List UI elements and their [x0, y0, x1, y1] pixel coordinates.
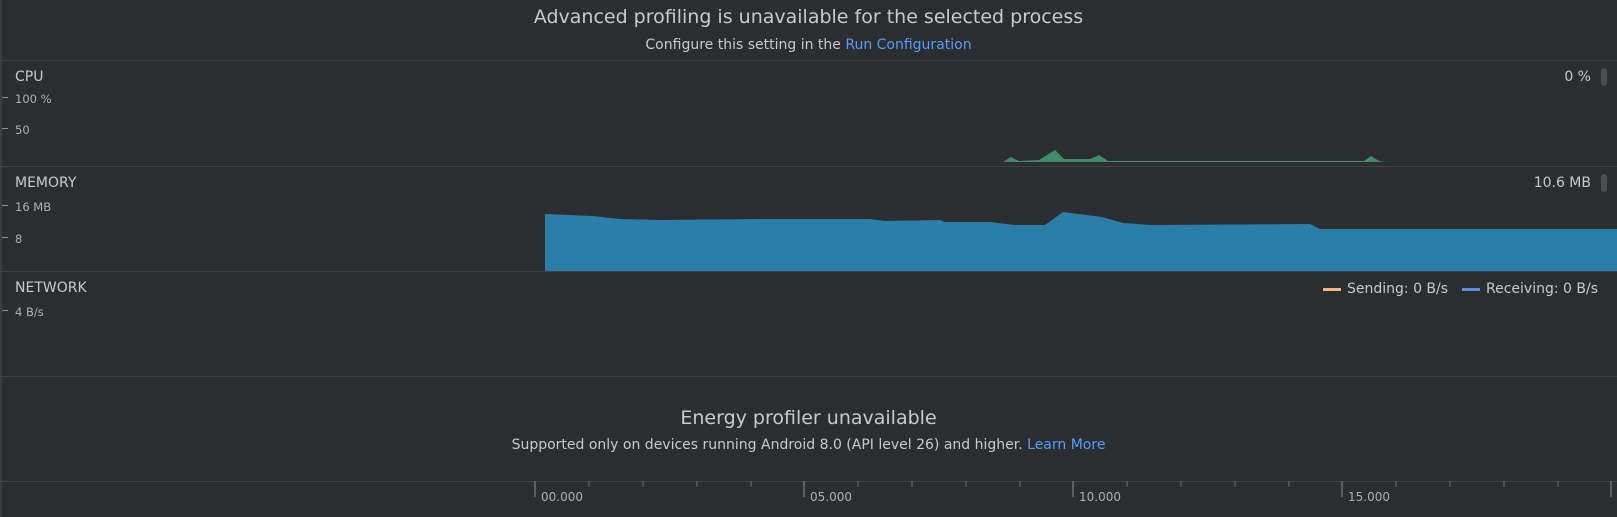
energy-subtitle: Supported only on devices running Androi… — [0, 437, 1617, 453]
receiving-swatch-icon — [1462, 287, 1480, 291]
memory-axis-tick — [2, 237, 8, 238]
cpu-monitor[interactable]: CPU 0 % 100 % 50 — [0, 61, 1617, 165]
memory-usage-area — [545, 212, 1617, 271]
cpu-axis-label-mid: 50 — [15, 123, 30, 137]
memory-axis-label-mid: 8 — [15, 232, 23, 246]
legend-sending: Sending: 0 B/s — [1323, 281, 1448, 297]
legend-receiving-label: Receiving: 0 B/s — [1486, 281, 1598, 297]
memory-axis-tick — [2, 205, 8, 206]
timeline-label: 00.000 — [541, 490, 583, 504]
sending-swatch-icon — [1323, 287, 1341, 291]
energy-unavailable-panel: Energy profiler unavailable Supported on… — [0, 375, 1617, 481]
banner-subtitle-text: Configure this setting in the — [645, 37, 841, 53]
energy-title: Energy profiler unavailable — [680, 407, 937, 429]
network-monitor[interactable]: NETWORK 4 B/s Sending: 0 B/s Receiving: … — [0, 272, 1617, 376]
network-axis-tick — [2, 310, 8, 311]
banner-subtitle: Configure this setting in the Run Config… — [0, 37, 1617, 53]
memory-scrollbar[interactable] — [1601, 174, 1607, 192]
cpu-axis-label-max: 100 % — [15, 92, 52, 106]
memory-usage-graph — [545, 212, 1617, 271]
legend-sending-label: Sending: 0 B/s — [1347, 281, 1449, 297]
memory-title: MEMORY — [15, 175, 77, 191]
divider — [0, 271, 1617, 272]
timeline-label: 10.000 — [1079, 490, 1121, 504]
cpu-title: CPU — [15, 69, 44, 85]
memory-value: 10.6 MB — [1533, 175, 1591, 191]
cpu-axis-tick — [2, 128, 8, 129]
divider — [0, 60, 1617, 61]
timeline-ticks — [534, 481, 1612, 497]
energy-subtitle-text: Supported only on devices running Androi… — [511, 437, 1023, 453]
legend-receiving: Receiving: 0 B/s — [1462, 281, 1598, 297]
network-axis-label-max: 4 B/s — [15, 305, 44, 319]
cpu-usage-area — [1003, 150, 1385, 162]
cpu-value: 0 % — [1564, 69, 1591, 85]
run-configuration-link[interactable]: Run Configuration — [845, 37, 972, 53]
timeline-label: 15.000 — [1348, 490, 1390, 504]
network-title: NETWORK — [15, 280, 87, 296]
memory-axis-label-max: 16 MB — [15, 200, 52, 214]
left-edge — [0, 0, 2, 517]
divider — [0, 376, 1617, 377]
timeline-label: 05.000 — [810, 490, 852, 504]
cpu-usage-graph — [1003, 150, 1385, 162]
banner-title: Advanced profiling is unavailable for th… — [533, 6, 1084, 28]
cpu-scrollbar[interactable] — [1601, 68, 1607, 86]
advanced-profiling-banner: Advanced profiling is unavailable for th… — [0, 0, 1617, 60]
memory-monitor[interactable]: MEMORY 10.6 MB 16 MB 8 — [0, 167, 1617, 271]
cpu-axis-tick — [2, 97, 8, 98]
divider — [0, 166, 1617, 167]
timeline-axis[interactable]: 00.000 05.000 10.000 15.000 — [0, 481, 1617, 517]
divider — [0, 481, 1617, 482]
learn-more-link[interactable]: Learn More — [1027, 437, 1106, 453]
